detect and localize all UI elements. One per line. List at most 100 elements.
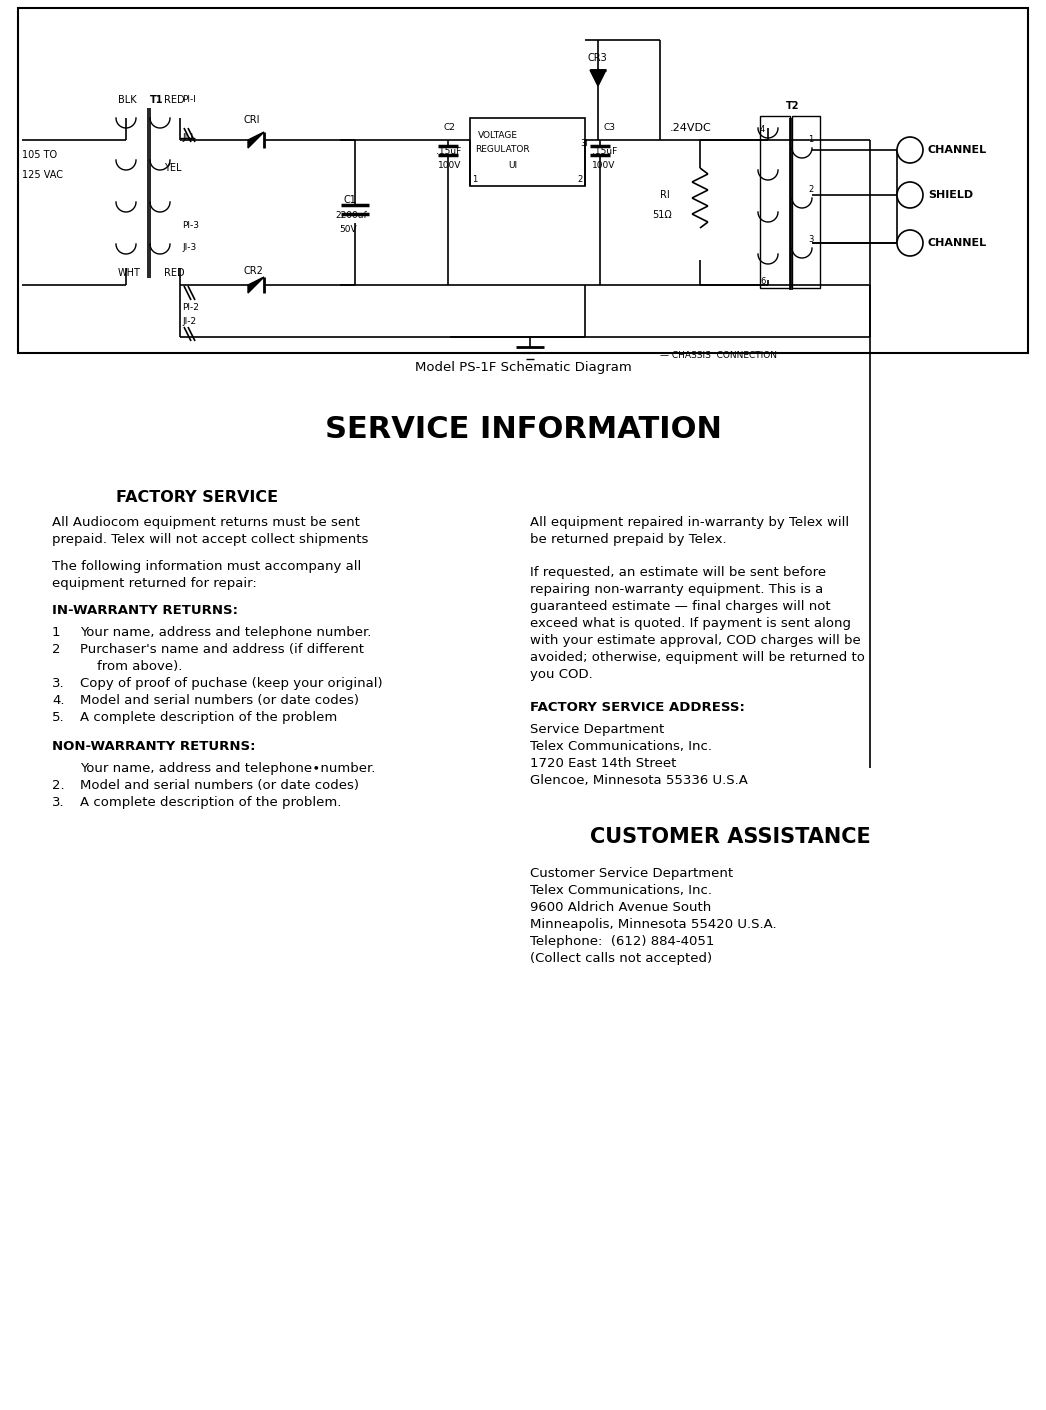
Text: T1: T1 (150, 94, 163, 104)
Text: RED: RED (164, 94, 185, 104)
Text: .15uF: .15uF (436, 148, 461, 157)
Polygon shape (590, 70, 606, 86)
Text: Copy of proof of puchase (keep your original): Copy of proof of puchase (keep your orig… (79, 677, 383, 689)
Text: Minneapolis, Minnesota 55420 U.S.A.: Minneapolis, Minnesota 55420 U.S.A. (530, 918, 776, 931)
Text: equipment returned for repair:: equipment returned for repair: (52, 577, 256, 589)
Text: SHIELD: SHIELD (928, 190, 973, 200)
Text: 51Ω: 51Ω (652, 210, 672, 220)
Text: NON-WARRANTY RETURNS:: NON-WARRANTY RETURNS: (52, 740, 255, 753)
Text: 50V: 50V (339, 226, 357, 234)
Text: guaranteed estimate — final charges will not: guaranteed estimate — final charges will… (530, 601, 831, 613)
Text: PI-I: PI-I (182, 96, 196, 104)
Text: 3I: 3I (579, 138, 588, 148)
Text: CR2: CR2 (243, 266, 263, 276)
Text: C1: C1 (343, 195, 356, 204)
Text: The following information must accompany all: The following information must accompany… (52, 560, 361, 572)
Text: JI-2: JI-2 (182, 317, 197, 327)
Bar (760, 116, 790, 288)
Text: Model and serial numbers (or date codes): Model and serial numbers (or date codes) (79, 778, 359, 792)
Text: CRI: CRI (243, 116, 259, 125)
Text: RED: RED (164, 268, 185, 278)
Text: CHANNEL: CHANNEL (928, 238, 987, 248)
Text: All equipment repaired in-warranty by Telex will: All equipment repaired in-warranty by Te… (530, 516, 849, 529)
Text: .15uF: .15uF (592, 148, 617, 157)
Text: 9600 Aldrich Avenue South: 9600 Aldrich Avenue South (530, 901, 711, 914)
Text: exceed what is quoted. If payment is sent along: exceed what is quoted. If payment is sen… (530, 618, 851, 630)
Text: 5.: 5. (52, 711, 65, 723)
Text: 6: 6 (760, 278, 766, 286)
Text: 1: 1 (52, 626, 61, 639)
Bar (18, 8, 1028, 352)
Text: A complete description of the problem: A complete description of the problem (79, 711, 337, 723)
Circle shape (897, 230, 923, 257)
Text: prepaid. Telex will not accept collect shipments: prepaid. Telex will not accept collect s… (52, 533, 368, 546)
Text: WHT: WHT (118, 268, 141, 278)
Polygon shape (248, 276, 264, 293)
Text: 3: 3 (808, 235, 814, 244)
Text: Telex Communications, Inc.: Telex Communications, Inc. (530, 884, 712, 897)
Text: JI-3: JI-3 (182, 244, 197, 252)
Text: 2: 2 (577, 175, 583, 185)
Text: BLK: BLK (118, 94, 137, 104)
Text: be returned prepaid by Telex.: be returned prepaid by Telex. (530, 533, 727, 546)
Text: you COD.: you COD. (530, 668, 593, 681)
Text: .24VDC: .24VDC (670, 123, 711, 133)
Text: 1: 1 (808, 135, 813, 144)
Text: SERVICE INFORMATION: SERVICE INFORMATION (324, 416, 722, 444)
Text: UI: UI (508, 162, 517, 171)
Text: 3.: 3. (52, 797, 65, 809)
Text: RI: RI (660, 190, 669, 200)
Circle shape (897, 182, 923, 209)
Text: JI-I: JI-I (182, 134, 194, 142)
Text: (Collect calls not accepted): (Collect calls not accepted) (530, 952, 712, 964)
Text: YEL: YEL (164, 164, 182, 173)
Text: 4: 4 (760, 125, 766, 134)
Text: Service Department: Service Department (530, 723, 664, 736)
Text: Your name, address and telephone∙number.: Your name, address and telephone∙number. (79, 761, 376, 776)
Bar (792, 116, 820, 288)
Text: All Audiocom equipment returns must be sent: All Audiocom equipment returns must be s… (52, 516, 360, 529)
Text: Telephone:  (612) 884-4051: Telephone: (612) 884-4051 (530, 935, 714, 948)
Text: with your estimate approval, COD charges will be: with your estimate approval, COD charges… (530, 634, 861, 647)
Text: — CHASSIS  CONNECTION: — CHASSIS CONNECTION (660, 351, 777, 360)
Text: Pl-3: Pl-3 (182, 221, 199, 230)
Text: Glencoe, Minnesota 55336 U.S.A: Glencoe, Minnesota 55336 U.S.A (530, 774, 748, 787)
Text: PI-2: PI-2 (182, 303, 199, 312)
Text: Purchaser's name and address (if different: Purchaser's name and address (if differe… (79, 643, 364, 656)
Text: C2: C2 (444, 124, 456, 133)
Text: 1: 1 (472, 175, 477, 185)
Text: from above).: from above). (79, 660, 182, 673)
Text: Model PS-1F Schematic Diagram: Model PS-1F Schematic Diagram (414, 361, 632, 375)
Text: Model and serial numbers (or date codes): Model and serial numbers (or date codes) (79, 694, 359, 706)
Text: REGULATOR: REGULATOR (475, 145, 529, 155)
Text: C3: C3 (604, 124, 616, 133)
Text: Telex Communications, Inc.: Telex Communications, Inc. (530, 740, 712, 753)
Text: VOLTAGE: VOLTAGE (478, 131, 518, 141)
Bar (470, 118, 585, 186)
Text: 105 TO: 105 TO (22, 149, 58, 159)
Text: 125 VAC: 125 VAC (22, 171, 63, 180)
Text: IN-WARRANTY RETURNS:: IN-WARRANTY RETURNS: (52, 603, 238, 618)
Text: CHANNEL: CHANNEL (928, 145, 987, 155)
Text: FACTORY SERVICE ADDRESS:: FACTORY SERVICE ADDRESS: (530, 701, 745, 713)
Text: 2.: 2. (52, 778, 65, 792)
Text: If requested, an estimate will be sent before: If requested, an estimate will be sent b… (530, 565, 826, 580)
Text: T2: T2 (786, 102, 799, 111)
Text: FACTORY SERVICE: FACTORY SERVICE (116, 491, 278, 505)
Text: 4.: 4. (52, 694, 65, 706)
Text: 2: 2 (52, 643, 61, 656)
Text: 2200uf: 2200uf (335, 210, 367, 220)
Circle shape (897, 137, 923, 164)
Text: 2: 2 (808, 186, 813, 195)
Text: A complete description of the problem.: A complete description of the problem. (79, 797, 341, 809)
Text: Customer Service Department: Customer Service Department (530, 867, 733, 880)
Text: repairing non-warranty equipment. This is a: repairing non-warranty equipment. This i… (530, 582, 823, 596)
Text: 100V: 100V (592, 162, 615, 171)
Text: avoided; otherwise, equipment will be returned to: avoided; otherwise, equipment will be re… (530, 651, 865, 664)
Text: 100V: 100V (438, 162, 461, 171)
Text: 1720 East 14th Street: 1720 East 14th Street (530, 757, 677, 770)
Text: Your name, address and telephone number.: Your name, address and telephone number. (79, 626, 371, 639)
Text: CUSTOMER ASSISTANCE: CUSTOMER ASSISTANCE (590, 828, 870, 847)
Text: 3.: 3. (52, 677, 65, 689)
Text: CR3: CR3 (588, 54, 608, 63)
